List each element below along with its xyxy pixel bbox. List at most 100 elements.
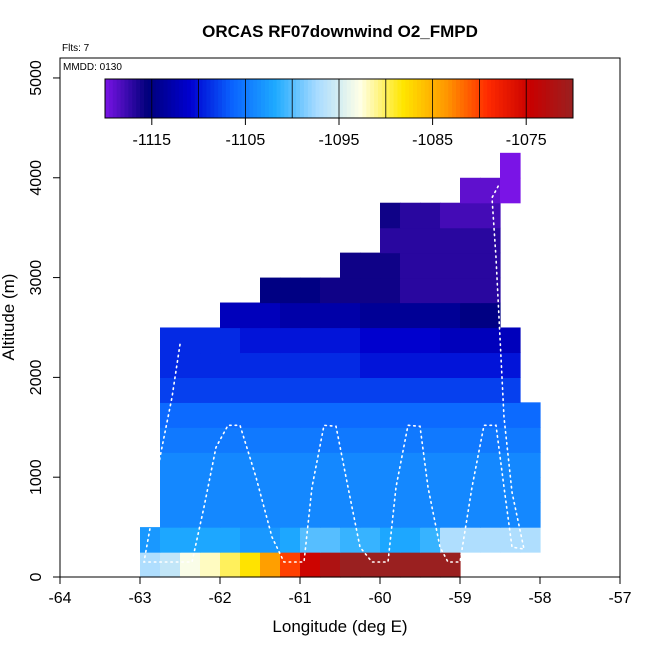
x-tick-label: -61 (288, 590, 311, 607)
colorbar-swatch (307, 79, 313, 118)
heatmap-cell (320, 277, 341, 304)
colorbar-swatch (268, 79, 274, 118)
heatmap-cell (260, 427, 281, 453)
colorbar-swatch (397, 79, 402, 118)
heatmap-cell (420, 477, 441, 503)
heatmap-cell (340, 502, 361, 528)
colorbar-swatch (463, 79, 469, 118)
heatmap-cell (400, 202, 421, 229)
heatmap-cell (440, 227, 461, 254)
colorbar-swatch (432, 79, 437, 118)
colorbar-swatch (175, 79, 180, 118)
heatmap-cell (320, 377, 341, 403)
heatmap-cell (460, 227, 481, 254)
colorbar-swatch (483, 79, 488, 118)
heatmap-cell (460, 352, 481, 378)
heatmap-cell (460, 502, 481, 528)
heatmap-cell (380, 327, 401, 354)
colorbar-swatch (206, 79, 211, 118)
heatmap-cell (440, 502, 461, 528)
heatmap-cell (460, 427, 481, 453)
heatmap-cell (360, 527, 381, 553)
heatmap-cell (320, 302, 341, 329)
heatmap-cell (220, 402, 241, 428)
heatmap-cell (400, 252, 421, 279)
y-tick-label: 3000 (28, 260, 45, 296)
heatmap-cell (300, 377, 321, 403)
heatmap-cell (520, 527, 541, 553)
colorbar: -1115 -1105 -1095 -1085 -1075 (104, 78, 574, 149)
colorbar-swatch (534, 79, 539, 118)
heatmap-cell (380, 252, 401, 279)
heatmap-cell (320, 352, 341, 378)
heatmap-cell (280, 552, 301, 578)
heatmap-cell (220, 352, 241, 378)
colorbar-swatch (171, 79, 176, 118)
heatmap-cell (220, 427, 241, 453)
heatmap-cell (220, 377, 241, 403)
heatmap-cell (380, 502, 401, 528)
colorbar-swatch (284, 79, 289, 118)
heatmap-cell (220, 527, 241, 553)
heatmap-cell (240, 427, 261, 453)
heatmap-cell (200, 502, 221, 528)
heatmap-cell (320, 452, 341, 478)
colorbar-swatch (420, 79, 426, 118)
heatmap-cell (460, 252, 481, 279)
heatmap-cell (400, 527, 421, 553)
colorbar-swatch (518, 79, 523, 118)
colorbar-swatch (128, 79, 133, 118)
mmdd-label: MMDD: 0130 (63, 62, 122, 73)
heatmap-cell (420, 377, 441, 403)
heatmap-cell (340, 377, 361, 403)
heatmap-cell (360, 277, 381, 304)
heatmap-cell (420, 502, 441, 528)
heatmap-cell (400, 427, 421, 453)
heatmap-cell (380, 477, 401, 503)
heatmap-cell (440, 527, 461, 553)
heatmap-cell (220, 552, 241, 578)
heatmap-cell (440, 427, 461, 453)
heatmap-cell (440, 252, 461, 279)
heatmap-cell (460, 177, 481, 204)
heatmap-cell (240, 352, 261, 378)
heatmap-cell (500, 377, 521, 403)
heatmap-cell (340, 552, 361, 578)
colorbar-swatch (257, 79, 262, 118)
colorbar-swatch (167, 79, 172, 118)
heatmap-cell (520, 477, 541, 503)
flight-track-line (143, 182, 526, 563)
heatmap-cell (320, 427, 341, 453)
heatmap-cell (240, 402, 261, 428)
colorbar-swatch (452, 79, 457, 118)
y-tick-label: 2000 (28, 360, 45, 396)
heatmap-cell (260, 552, 281, 578)
heatmap-cell (380, 377, 401, 403)
heatmap-cell (440, 277, 461, 304)
colorbar-swatch (436, 79, 441, 118)
heatmap-cell (200, 552, 221, 578)
heatmap-cell (420, 452, 441, 478)
heatmap-cell (480, 352, 501, 378)
heatmap-cell (420, 427, 441, 453)
colorbar-swatch (530, 79, 535, 118)
colorbar-swatch (214, 79, 219, 118)
colorbar-swatch (140, 79, 145, 118)
heatmap-cell (280, 452, 301, 478)
heatmap-cell (420, 527, 441, 553)
heatmap-cell (180, 427, 201, 453)
heatmap-cell (380, 427, 401, 453)
heatmap-cell (160, 427, 181, 453)
colorbar-swatch (456, 79, 461, 118)
flight-track (143, 182, 526, 563)
heatmap-cell (160, 527, 181, 553)
colorbar-swatch (440, 79, 445, 118)
colorbar-swatch (491, 79, 496, 118)
colorbar-swatch (183, 79, 188, 118)
heatmap-cell (180, 527, 201, 553)
colorbar-swatch (151, 79, 157, 118)
heatmap-cell (460, 302, 481, 329)
colorbar-swatch (202, 79, 207, 118)
x-tick-label: -57 (608, 590, 631, 607)
